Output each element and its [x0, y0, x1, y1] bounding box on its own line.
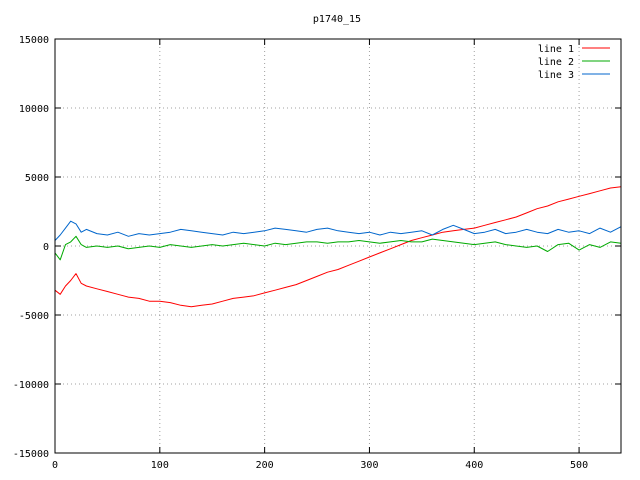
series-1-line	[54, 186, 622, 308]
y-tick-label: -5000	[19, 311, 49, 322]
y-tick-label: 0	[43, 242, 49, 253]
legend: line 1 line 2 line 3	[538, 44, 610, 81]
legend-label: line 2	[538, 57, 574, 68]
chart-title: p1740_15	[313, 14, 361, 25]
tick-labels: 0 100 200 300 400 500 -15000 -10000 -5000 0 5000 10…	[13, 35, 588, 471]
plot-frame	[54, 38, 622, 454]
series-lines	[54, 186, 622, 308]
grid	[55, 39, 621, 453]
x-tick-label: 400	[465, 460, 483, 471]
legend-label: line 1	[538, 44, 574, 55]
legend-label: line 3	[538, 70, 574, 81]
x-tick-label: 500	[570, 460, 588, 471]
x-tick-label: 0	[52, 460, 58, 471]
y-tick-label: -10000	[13, 380, 49, 391]
x-tick-label: 100	[151, 460, 169, 471]
series-2-line	[54, 235, 622, 261]
y-tick-label: 5000	[25, 173, 49, 184]
y-tick-label: 10000	[19, 104, 49, 115]
x-tick-label: 200	[256, 460, 274, 471]
y-tick-label: 15000	[19, 35, 49, 46]
series-3-line	[54, 220, 622, 241]
y-tick-label: -15000	[13, 449, 49, 460]
x-tick-label: 300	[360, 460, 378, 471]
